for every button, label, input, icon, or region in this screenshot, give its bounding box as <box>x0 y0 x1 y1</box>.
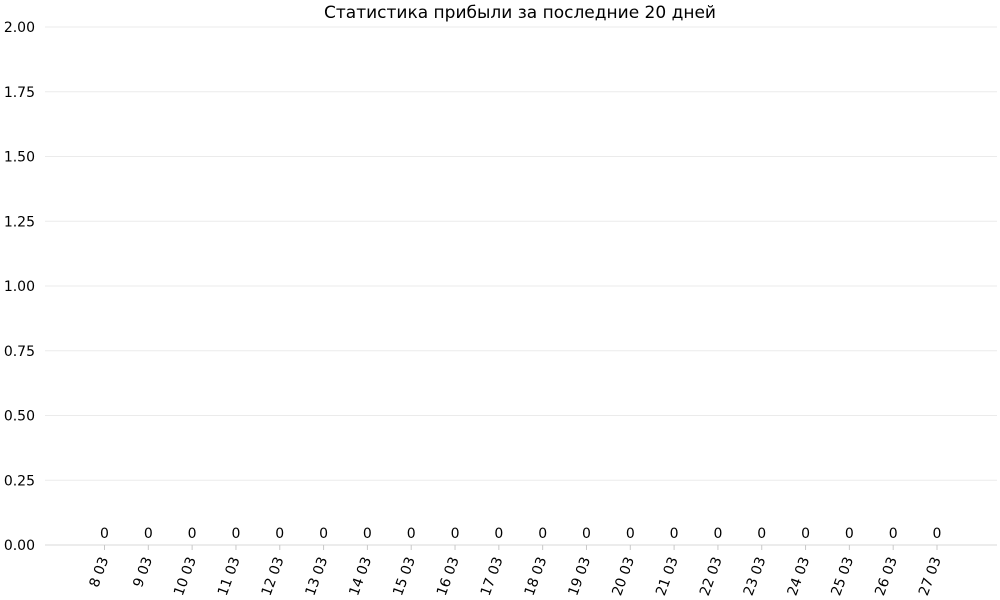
data-label: 0 <box>494 526 503 542</box>
data-label: 0 <box>231 526 240 542</box>
data-label: 0 <box>757 526 766 542</box>
x-tick-label: 15 03 <box>390 555 419 598</box>
data-label: 0 <box>407 526 416 542</box>
y-tick-label: 1.75 <box>4 85 35 101</box>
x-tick-label: 11 03 <box>215 555 244 598</box>
data-label: 0 <box>319 526 328 542</box>
data-label: 0 <box>713 526 722 542</box>
y-tick-label: 1.25 <box>4 214 35 230</box>
x-tick-label: 9 03 <box>130 555 156 590</box>
x-tick-label: 26 03 <box>872 555 901 598</box>
x-tick-label: 10 03 <box>171 555 200 598</box>
y-tick-label: 1.50 <box>4 150 35 166</box>
x-tick-label: 25 03 <box>828 555 857 598</box>
data-label: 0 <box>188 526 197 542</box>
data-label: 0 <box>538 526 547 542</box>
x-tick-label: 22 03 <box>697 555 726 598</box>
data-label: 0 <box>626 526 635 542</box>
data-label: 0 <box>275 526 284 542</box>
y-tick-label: 2.00 <box>4 20 35 36</box>
x-tick-label: 16 03 <box>434 555 463 598</box>
y-tick-label: 0.25 <box>4 473 35 489</box>
x-tick-label: 18 03 <box>522 555 551 598</box>
y-tick-label: 0.75 <box>4 344 35 360</box>
x-tick-label: 19 03 <box>565 555 594 598</box>
y-tick-label: 1.00 <box>4 279 35 295</box>
x-tick-label: 20 03 <box>609 555 638 598</box>
gridlines <box>45 26 997 546</box>
x-tick-label: 21 03 <box>653 555 682 598</box>
data-label: 0 <box>100 526 109 542</box>
x-tick-label: 13 03 <box>303 555 332 598</box>
x-tick-label: 27 03 <box>916 555 945 598</box>
x-tick-label: 14 03 <box>346 555 375 598</box>
data-label: 0 <box>933 526 942 542</box>
data-label: 0 <box>582 526 591 542</box>
data-labels: 0 0 0 0 0 0 0 0 0 0 0 0 0 0 0 0 0 0 0 0 <box>100 526 941 542</box>
data-label: 0 <box>451 526 460 542</box>
y-axis-ticks: 0.00 0.25 0.50 0.75 1.00 1.25 1.50 1.75 2.00 <box>4 20 35 554</box>
x-tick-label: 8 03 <box>87 555 113 590</box>
x-tick-label: 24 03 <box>785 555 814 598</box>
data-label: 0 <box>144 526 153 542</box>
chart-title: Статистика прибыли за последние 20 дней <box>324 3 716 23</box>
data-label: 0 <box>889 526 898 542</box>
x-axis-ticks: 8 03 9 03 10 03 11 03 12 03 13 03 14 03 15 03 16… <box>87 545 945 598</box>
y-tick-label: 0.50 <box>4 409 35 425</box>
data-label: 0 <box>801 526 810 542</box>
x-tick-label: 12 03 <box>259 555 288 598</box>
y-tick-label: 0.00 <box>4 538 35 554</box>
x-tick-label: 17 03 <box>478 555 507 598</box>
data-label: 0 <box>363 526 372 542</box>
data-label: 0 <box>845 526 854 542</box>
data-label: 0 <box>670 526 679 542</box>
x-tick-label: 23 03 <box>741 555 770 598</box>
